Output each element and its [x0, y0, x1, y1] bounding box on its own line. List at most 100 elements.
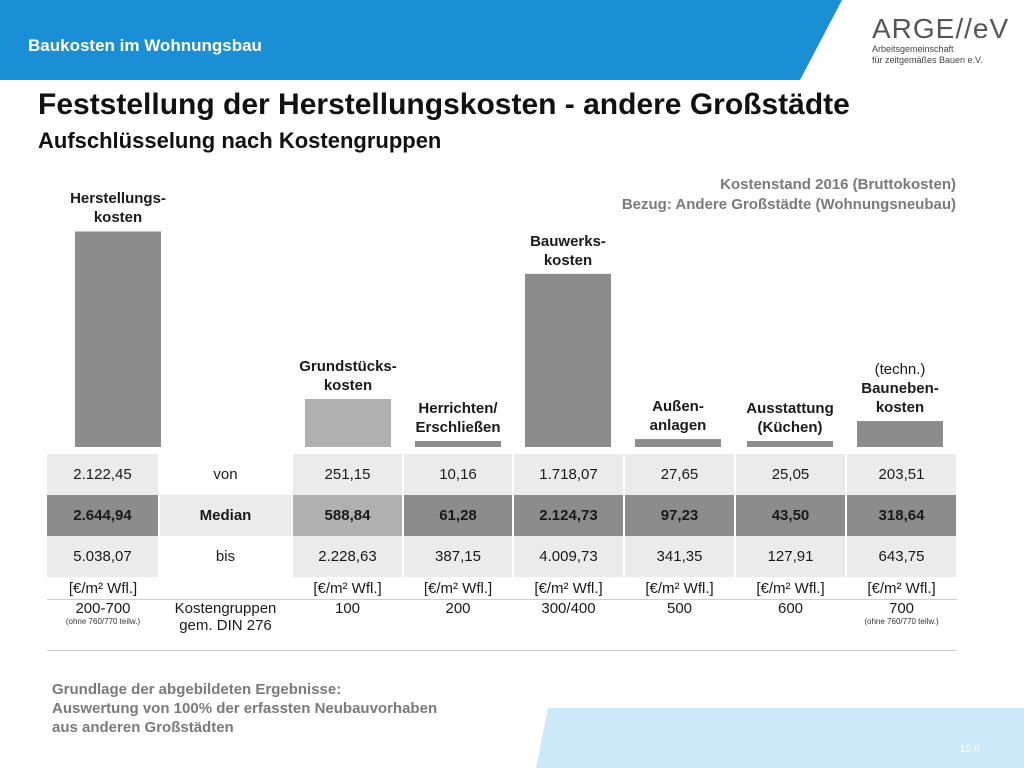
bar-label-line1: Ausstattung	[746, 400, 834, 417]
bar-5	[747, 441, 833, 447]
unit-cell: [€/m² Wfl.]	[292, 577, 403, 600]
unit-cell-empty	[159, 577, 292, 600]
table-row-von: 2.122,45 von 251,15 10,16 1.718,07 27,65…	[47, 454, 958, 495]
kg-label-line2: gem. DIN 276	[179, 617, 272, 634]
header-banner: Baukosten im Wohnungsbau ARGE//eV Arbeit…	[0, 0, 1024, 80]
page-number: 10 //	[960, 744, 980, 755]
row-label: Median	[159, 495, 293, 536]
reference-line: Bezug: Andere Großstädte (Wohnungsneubau…	[621, 196, 956, 213]
unit-cell: [€/m² Wfl.]	[624, 577, 735, 600]
cell: 1.718,07	[513, 454, 625, 495]
bar-label-4: Außen-anlagen	[650, 397, 707, 435]
bar-label-2: Herrichten/Erschließen	[415, 399, 500, 437]
bar-label-line1: Herstellungs-	[70, 190, 166, 208]
section-title: Baukosten im Wohnungsbau	[28, 36, 262, 55]
bar-6	[857, 421, 943, 447]
bar-label-6: (techn.) Bauneben-kosten	[861, 360, 939, 417]
cost-status-line: Kostenstand 2016 (Bruttokosten)	[720, 176, 956, 193]
bar-label-line2: kosten	[875, 399, 925, 417]
page-title: Feststellung der Herstellungskosten - an…	[38, 88, 850, 121]
unit-cell: [€/m² Wfl.]	[846, 577, 957, 600]
cell: 27,65	[624, 454, 736, 495]
header-banner-shape	[0, 0, 842, 80]
cell: 588,84	[292, 495, 404, 536]
cell: 387,15	[403, 536, 514, 577]
cell-total: 5.038,07	[47, 536, 160, 577]
cell: 97,23	[624, 495, 736, 536]
bar-2	[415, 441, 501, 447]
unit-cell: [€/m² Wfl.]	[735, 577, 846, 600]
cell: 10,16	[403, 454, 514, 495]
bar-label-line2: kosten	[93, 209, 143, 227]
unit-cell: [€/m² Wfl.]	[403, 577, 513, 600]
bar-label-line2: (Küchen)	[757, 419, 823, 436]
cell: 643,75	[846, 536, 958, 577]
kg-cell-total: 200-700 (ohne 760/770 teilw.)	[47, 599, 159, 651]
bar-label-line1: Bauwerks-	[530, 232, 606, 250]
bar-label-0: Herstellungs-kosten	[70, 189, 166, 227]
cell: 25,05	[735, 454, 847, 495]
logo-subline-1: Arbeitsgemeinschaft	[872, 44, 954, 54]
cell: 318,64	[846, 495, 958, 536]
table-row-units: [€/m² Wfl.] [€/m² Wfl.] [€/m² Wfl.] [€/m…	[47, 577, 957, 600]
kg-total-note: (ohne 760/770 teilw.)	[65, 617, 141, 626]
row-label: von	[159, 454, 293, 495]
cell: 341,35	[624, 536, 736, 577]
cell: 2.228,63	[292, 536, 404, 577]
cost-table: 2.122,45 von 251,15 10,16 1.718,07 27,65…	[47, 454, 958, 651]
bar-label-5: Ausstattung (Küchen)	[746, 399, 834, 437]
logo-subline-2: für zeitgemäßes Bauen e.V.	[872, 55, 983, 65]
kg-total-value: 200-700	[75, 600, 131, 617]
arge-logo: ARGE//eV Arbeitsgemeinschaft für zeitgem…	[872, 14, 1012, 66]
bar-3	[525, 273, 611, 447]
cell: 43,50	[735, 495, 847, 536]
bar-label-line1: Außen-	[652, 398, 704, 416]
cell-total: 2.122,45	[47, 454, 160, 495]
unit-cell: [€/m² Wfl.]	[47, 577, 159, 600]
kg-row-label: Kostengruppen gem. DIN 276	[159, 599, 292, 651]
unit-cell: [€/m² Wfl.]	[513, 577, 624, 600]
cell-total: 2.644,94	[47, 495, 160, 536]
cell: 61,28	[403, 495, 514, 536]
bar-label-1: Grundstücks-kosten	[299, 357, 397, 395]
kg-last-note: (ohne 760/770 teilw.)	[864, 617, 939, 626]
kg-label-line1: Kostengruppen	[174, 600, 277, 617]
bar-label-line2: Erschließen	[415, 419, 501, 436]
bar-0	[75, 231, 161, 447]
table-row-bis: 5.038,07 bis 2.228,63 387,15 4.009,73 34…	[47, 536, 958, 577]
cell: 251,15	[292, 454, 404, 495]
bar-1	[305, 399, 391, 447]
cell: 2.124,73	[513, 495, 625, 536]
footnote-line-1: Grundlage der abgebildeten Ergebnisse:	[52, 681, 342, 698]
logo-wordmark: ARGE//eV	[872, 13, 1010, 44]
kg-cell-last: 700 (ohne 760/770 teilw.)	[846, 599, 957, 651]
bar-label-3: Bauwerks-kosten	[530, 232, 606, 270]
bar-4	[635, 439, 721, 447]
bar-label-line2: anlagen	[649, 417, 707, 435]
bar-label-line2: kosten	[323, 377, 373, 395]
cell: 127,91	[735, 536, 847, 577]
bar-label-prefix: (techn.)	[874, 361, 926, 379]
kg-cell: 600	[735, 599, 846, 651]
footnote-line-2: Auswertung von 100% der erfassten Neubau…	[52, 700, 438, 717]
footnote-line-3: aus anderen Großstädten	[52, 719, 234, 736]
kg-cell: 500	[624, 599, 735, 651]
row-label: bis	[159, 536, 293, 577]
cell: 4.009,73	[513, 536, 625, 577]
bar-label-line1: Grundstücks-	[299, 358, 397, 376]
kg-cell: 300/400	[513, 599, 624, 651]
cell: 203,51	[846, 454, 958, 495]
data-basis-note: Grundlage der abgebildeten Ergebnisse: A…	[52, 680, 437, 737]
bar-label-line1: Bauneben-	[861, 380, 939, 398]
kg-cell: 200	[403, 599, 513, 651]
table-row-kostengruppen: 200-700 (ohne 760/770 teilw.) Kostengrup…	[47, 599, 957, 651]
bar-label-line2: kosten	[543, 251, 593, 269]
cost-reference-note: Kostenstand 2016 (Bruttokosten) Bezug: A…	[622, 175, 956, 215]
bar-label-line1: Herrichten/	[418, 400, 498, 417]
kg-last-value: 700	[888, 600, 915, 617]
kg-cell: 100	[292, 599, 403, 651]
table-row-median: 2.644,94 Median 588,84 61,28 2.124,73 97…	[47, 495, 958, 536]
page-subtitle: Aufschlüsselung nach Kostengruppen	[38, 128, 442, 153]
